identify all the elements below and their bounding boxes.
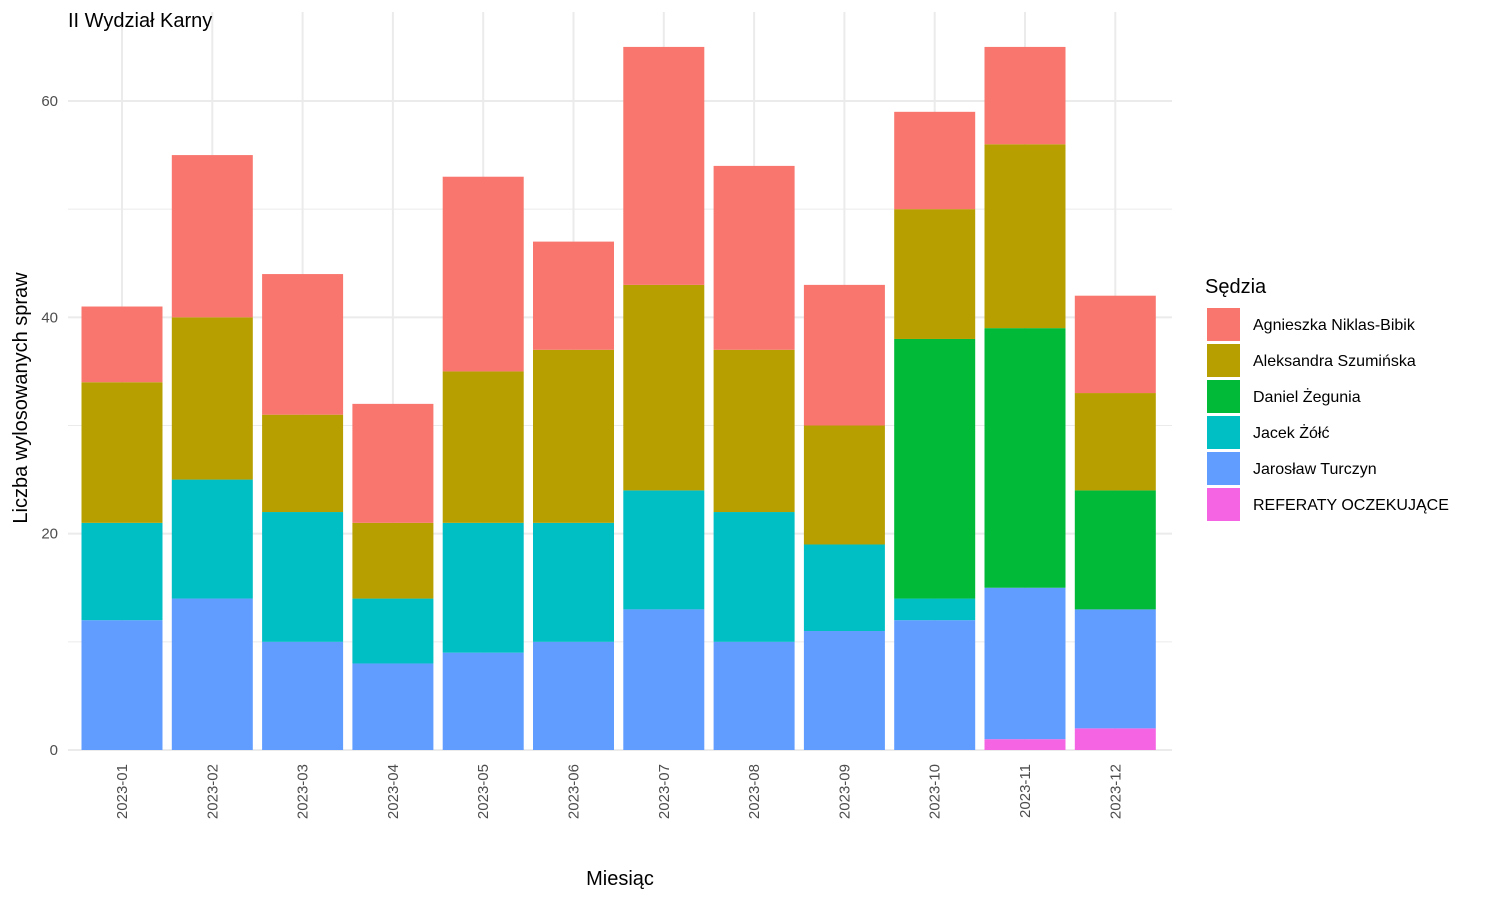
bar-layer	[81, 46, 1156, 750]
legend-swatch	[1207, 452, 1240, 485]
legend-swatch	[1207, 308, 1240, 341]
bar-segment	[984, 587, 1066, 740]
bar-segment	[352, 598, 434, 664]
bar-segment	[713, 349, 795, 513]
x-tick-label: 2023-08	[746, 764, 763, 819]
bar-segment	[262, 512, 344, 642]
bar-segment	[262, 414, 344, 513]
bar-segment	[81, 306, 163, 383]
bar-segment	[533, 641, 614, 750]
bar-segment	[623, 609, 705, 750]
x-tick-label: 2023-09	[836, 764, 853, 819]
y-axis-title: Liczba wylosowanych spraw	[10, 272, 32, 524]
bar-segment	[984, 739, 1066, 750]
bar-segment	[262, 641, 344, 750]
bar-segment	[533, 522, 614, 642]
bar-segment	[623, 46, 705, 285]
x-tick-label: 2023-05	[475, 764, 492, 819]
bar-segment	[533, 241, 614, 350]
legend-swatch	[1207, 416, 1240, 449]
bar-segment	[442, 522, 524, 653]
bar-segment	[171, 598, 253, 750]
bar-segment	[984, 46, 1066, 145]
bar-segment	[171, 155, 253, 318]
bar-segment	[1074, 490, 1156, 610]
bar-segment	[894, 111, 976, 210]
bar-segment	[81, 620, 163, 750]
x-tick-label: 2023-10	[927, 764, 944, 819]
bar-segment	[442, 652, 524, 750]
bar-segment	[81, 522, 163, 621]
y-tick-label: 60	[41, 93, 58, 110]
x-tick-label: 2023-03	[295, 764, 312, 819]
axis-layer: 0 20 40 60 2023-01 2023-02 2023-03 2023-04 2023-…	[41, 93, 1124, 819]
legend-label: Agnieszka Niklas-Bibik	[1253, 317, 1416, 334]
bar-segment	[894, 338, 976, 599]
bar-segment	[1074, 609, 1156, 729]
bar-segment	[1074, 393, 1156, 491]
bar-segment	[984, 144, 1066, 329]
chart-title: II Wydział Karny	[68, 10, 212, 32]
bar-segment	[1074, 295, 1156, 394]
legend-title: Sędzia	[1205, 276, 1267, 298]
bar-segment	[803, 544, 885, 632]
legend-label: REFERATY OCZEKUJĄCE	[1253, 497, 1449, 514]
bar-segment	[803, 284, 885, 426]
bar-segment	[171, 479, 253, 599]
x-tick-label: 2023-02	[204, 764, 221, 819]
bar-segment	[713, 165, 795, 350]
bar-segment	[533, 349, 614, 523]
bar-segment	[352, 522, 434, 599]
bar-segment	[352, 403, 434, 523]
x-tick-label: 2023-11	[1017, 764, 1034, 818]
legend-label: Daniel Żegunia	[1253, 387, 1361, 406]
y-tick-label: 20	[41, 526, 58, 543]
x-tick-label: 2023-07	[656, 764, 673, 819]
y-tick-label: 0	[50, 742, 58, 759]
legend-label: Aleksandra Szumińska	[1253, 353, 1416, 370]
bar-segment	[1074, 728, 1156, 750]
bar-segment	[352, 663, 434, 750]
x-tick-label: 2023-04	[385, 764, 402, 819]
legend-swatch	[1207, 380, 1240, 413]
bar-segment	[803, 631, 885, 750]
x-tick-label: 2023-01	[114, 764, 131, 819]
bar-segment	[623, 490, 705, 610]
legend-swatch	[1207, 488, 1240, 521]
x-tick-label: 2023-12	[1107, 764, 1124, 819]
bar-segment	[894, 620, 976, 750]
bar-segment	[713, 641, 795, 750]
y-tick-label: 40	[41, 309, 58, 326]
bar-segment	[803, 425, 885, 545]
bar-segment	[984, 328, 1066, 588]
x-tick-label: 2023-06	[566, 764, 583, 819]
legend: Sędzia Agnieszka Niklas-Bibik Aleksandra …	[1205, 276, 1449, 521]
x-axis-title: Miesiąc	[586, 868, 654, 890]
bar-segment	[81, 382, 163, 523]
bar-segment	[894, 598, 976, 621]
bar-segment	[171, 317, 253, 480]
bar-segment	[262, 274, 344, 415]
bar-segment	[894, 209, 976, 339]
legend-swatch	[1207, 344, 1240, 377]
legend-label: Jarosław Turczyn	[1253, 461, 1377, 478]
bar-segment	[442, 371, 524, 523]
legend-label: Jacek Żółć	[1253, 423, 1329, 442]
bar-segment	[623, 284, 705, 491]
bar-segment	[442, 176, 524, 372]
bar-segment	[713, 512, 795, 642]
